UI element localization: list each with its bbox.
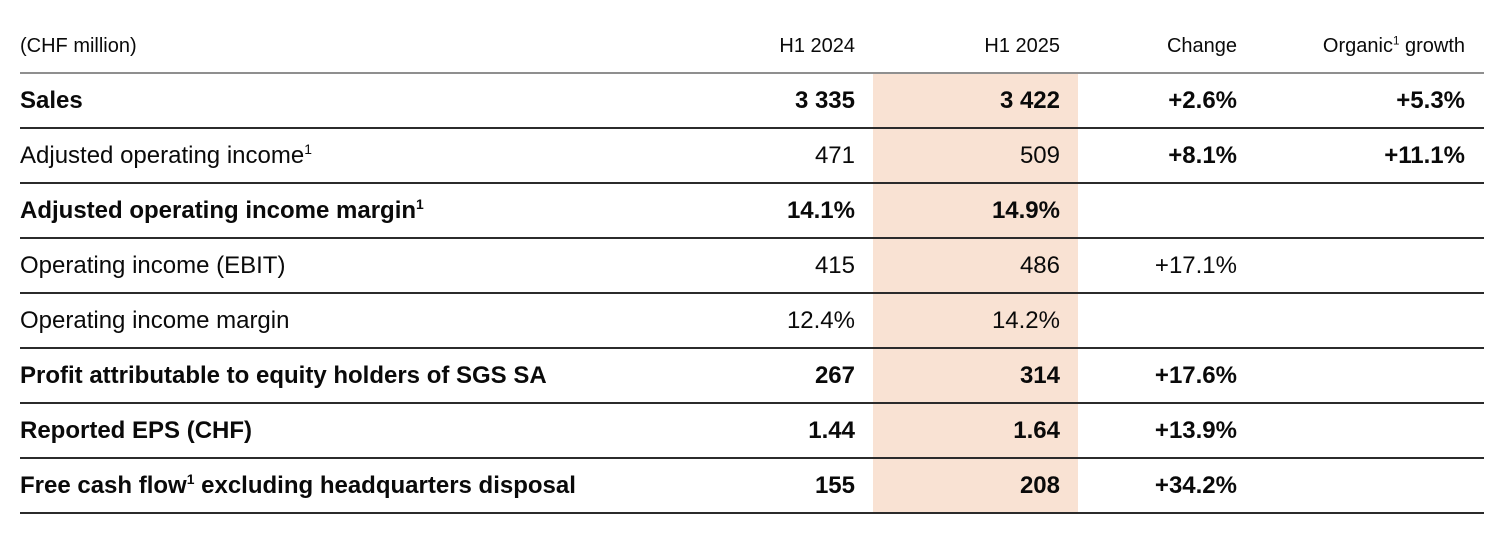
row-label-text: Operating income margin — [20, 306, 290, 334]
row-label: Operating income margin — [20, 293, 653, 349]
header-row: (CHF million) H1 2024 H1 2025 Change Org… — [20, 0, 1484, 74]
table-row: Free cash flow1 excluding headquarters d… — [20, 458, 1484, 514]
cell-h1-2025: 208 — [873, 458, 1078, 514]
row-label: Sales — [20, 73, 653, 129]
cell-organic-growth — [1237, 403, 1484, 459]
footnote-superscript: 1 — [304, 140, 312, 157]
footnote-superscript: 1 — [416, 195, 424, 212]
table-row: Operating income margin 12.4% 14.2% — [20, 293, 1484, 349]
cell-organic-growth: +11.1% — [1237, 128, 1484, 184]
table-row: Sales 3 335 3 422 +2.6% +5.3% — [20, 73, 1484, 129]
cell-h1-2025: 3 422 — [873, 73, 1078, 129]
cell-h1-2025: 1.64 — [873, 403, 1078, 459]
cell-h1-2025: 486 — [873, 238, 1078, 294]
row-label-text: Profit attributable to equity holders of… — [20, 361, 547, 389]
cell-h1-2025: 509 — [873, 128, 1078, 184]
row-label: Free cash flow1 excluding headquarters d… — [20, 458, 653, 514]
row-label-text: Free cash flow — [20, 471, 187, 499]
financial-results-table: (CHF million) H1 2024 H1 2025 Change Org… — [20, 0, 1484, 514]
table-row: Operating income (EBIT) 415 486 +17.1% — [20, 238, 1484, 294]
unit-label: (CHF million) — [20, 0, 653, 74]
cell-organic-growth — [1237, 458, 1484, 514]
table-row: Adjusted operating income1 471 509 +8.1%… — [20, 128, 1484, 184]
table-body: Sales 3 335 3 422 +2.6% +5.3% Adjusted o… — [20, 73, 1484, 514]
cell-h1-2024: 267 — [653, 348, 873, 404]
cell-change: +8.1% — [1078, 128, 1237, 184]
cell-h1-2024: 471 — [653, 128, 873, 184]
table-header: (CHF million) H1 2024 H1 2025 Change Org… — [20, 0, 1484, 74]
row-label-text: Reported EPS (CHF) — [20, 416, 253, 444]
row-label: Adjusted operating income margin1 — [20, 183, 653, 239]
column-header-organic-growth: Organic1 growth — [1237, 0, 1484, 74]
cell-h1-2025: 14.9% — [873, 183, 1078, 239]
cell-h1-2025: 14.2% — [873, 293, 1078, 349]
cell-h1-2024: 155 — [653, 458, 873, 514]
cell-change: +2.6% — [1078, 73, 1237, 129]
table-row: Reported EPS (CHF) 1.44 1.64 +13.9% — [20, 403, 1484, 459]
cell-change: +34.2% — [1078, 458, 1237, 514]
cell-change — [1078, 293, 1237, 349]
row-label: Profit attributable to equity holders of… — [20, 348, 653, 404]
table-row: Profit attributable to equity holders of… — [20, 348, 1484, 404]
cell-h1-2025: 314 — [873, 348, 1078, 404]
row-label: Operating income (EBIT) — [20, 238, 653, 294]
row-label: Adjusted operating income1 — [20, 128, 653, 184]
cell-change: +17.1% — [1078, 238, 1237, 294]
cell-h1-2024: 14.1% — [653, 183, 873, 239]
cell-organic-growth: +5.3% — [1237, 73, 1484, 129]
cell-organic-growth — [1237, 238, 1484, 294]
cell-h1-2024: 12.4% — [653, 293, 873, 349]
column-header-h1-2024: H1 2024 — [653, 0, 873, 74]
row-label-text: Adjusted operating income — [20, 141, 305, 169]
cell-organic-growth — [1237, 293, 1484, 349]
row-label-text: Sales — [20, 86, 83, 114]
row-label-suffix: excluding headquarters disposal — [194, 471, 576, 499]
footnote-superscript: 1 — [1392, 34, 1400, 48]
column-header-text: Organic — [1322, 35, 1393, 57]
cell-change — [1078, 183, 1237, 239]
cell-h1-2024: 1.44 — [653, 403, 873, 459]
cell-h1-2024: 3 335 — [653, 73, 873, 129]
cell-change: +13.9% — [1078, 403, 1237, 459]
footnote-superscript: 1 — [186, 470, 195, 487]
cell-change: +17.6% — [1078, 348, 1237, 404]
column-header-suffix: growth — [1399, 35, 1465, 57]
cell-organic-growth — [1237, 183, 1484, 239]
row-label: Reported EPS (CHF) — [20, 403, 653, 459]
cell-organic-growth — [1237, 348, 1484, 404]
row-label-text: Operating income (EBIT) — [20, 251, 286, 279]
cell-h1-2024: 415 — [653, 238, 873, 294]
column-header-change: Change — [1078, 0, 1237, 74]
column-header-h1-2025: H1 2025 — [873, 0, 1078, 74]
table-row: Adjusted operating income margin1 14.1% … — [20, 183, 1484, 239]
financial-summary-page: (CHF million) H1 2024 H1 2025 Change Org… — [20, 0, 1484, 514]
row-label-text: Adjusted operating income margin — [20, 196, 417, 224]
